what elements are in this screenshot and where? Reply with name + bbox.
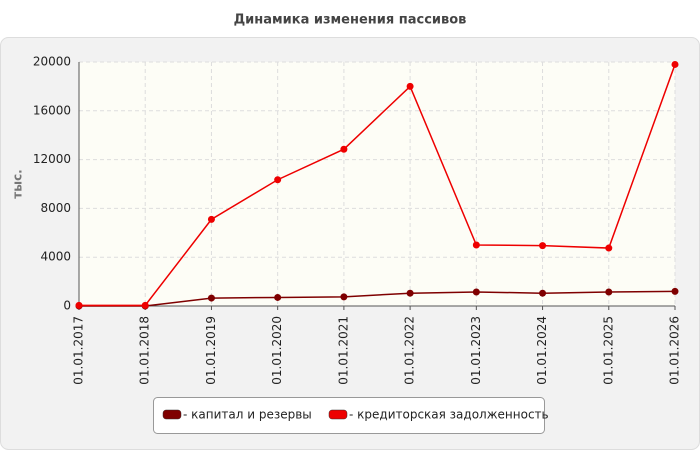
- legend-swatch: [328, 409, 348, 420]
- y-tick-label: 8000: [40, 201, 71, 215]
- x-tick-label: 01.01.2018: [138, 316, 152, 385]
- plot-area: [79, 62, 675, 306]
- y-tick-label: 20000: [33, 55, 71, 69]
- x-tick-label: 01.01.2021: [336, 316, 350, 385]
- data-point: [274, 293, 282, 301]
- data-point: [274, 176, 282, 184]
- data-point: [207, 294, 215, 302]
- x-tick-label: 01.01.2017: [72, 316, 86, 385]
- series-line: [79, 290, 676, 307]
- x-tick-label: 01.01.2025: [601, 316, 615, 385]
- y-tick-label: 0: [63, 299, 71, 313]
- data-point: [141, 301, 149, 309]
- data-point: [340, 293, 348, 301]
- data-point: [605, 288, 613, 296]
- x-tick-label: 01.01.2023: [469, 316, 483, 385]
- y-tick-label: 16000: [33, 103, 71, 117]
- y-axis-label: тыс.: [11, 169, 25, 198]
- data-point: [406, 82, 414, 90]
- legend-swatch: [162, 409, 182, 420]
- data-point: [539, 289, 547, 297]
- x-tick-label: 01.01.2020: [270, 316, 284, 385]
- x-tick-label: 01.01.2024: [535, 316, 549, 385]
- data-point: [75, 301, 83, 309]
- x-tick-label: 01.01.2019: [204, 316, 218, 385]
- data-point: [472, 288, 480, 296]
- y-tick-label: 4000: [40, 250, 71, 264]
- y-tick-label: 12000: [33, 152, 71, 166]
- data-point: [671, 60, 679, 68]
- data-point: [472, 241, 480, 249]
- chart-title: Динамика изменения пассивов: [234, 13, 467, 28]
- legend-label: - кредиторская задолженность: [349, 408, 549, 422]
- data-point: [539, 242, 547, 250]
- x-tick-label: 01.01.2026: [668, 316, 682, 385]
- legend-label: - капитал и резервы: [183, 408, 312, 422]
- data-point: [340, 145, 348, 153]
- series-line: [79, 64, 676, 307]
- data-point: [406, 289, 414, 297]
- data-point: [207, 215, 215, 223]
- legend: [153, 397, 545, 434]
- x-tick-label: 01.01.2022: [403, 316, 417, 385]
- data-point: [671, 287, 679, 295]
- data-point: [605, 244, 613, 252]
